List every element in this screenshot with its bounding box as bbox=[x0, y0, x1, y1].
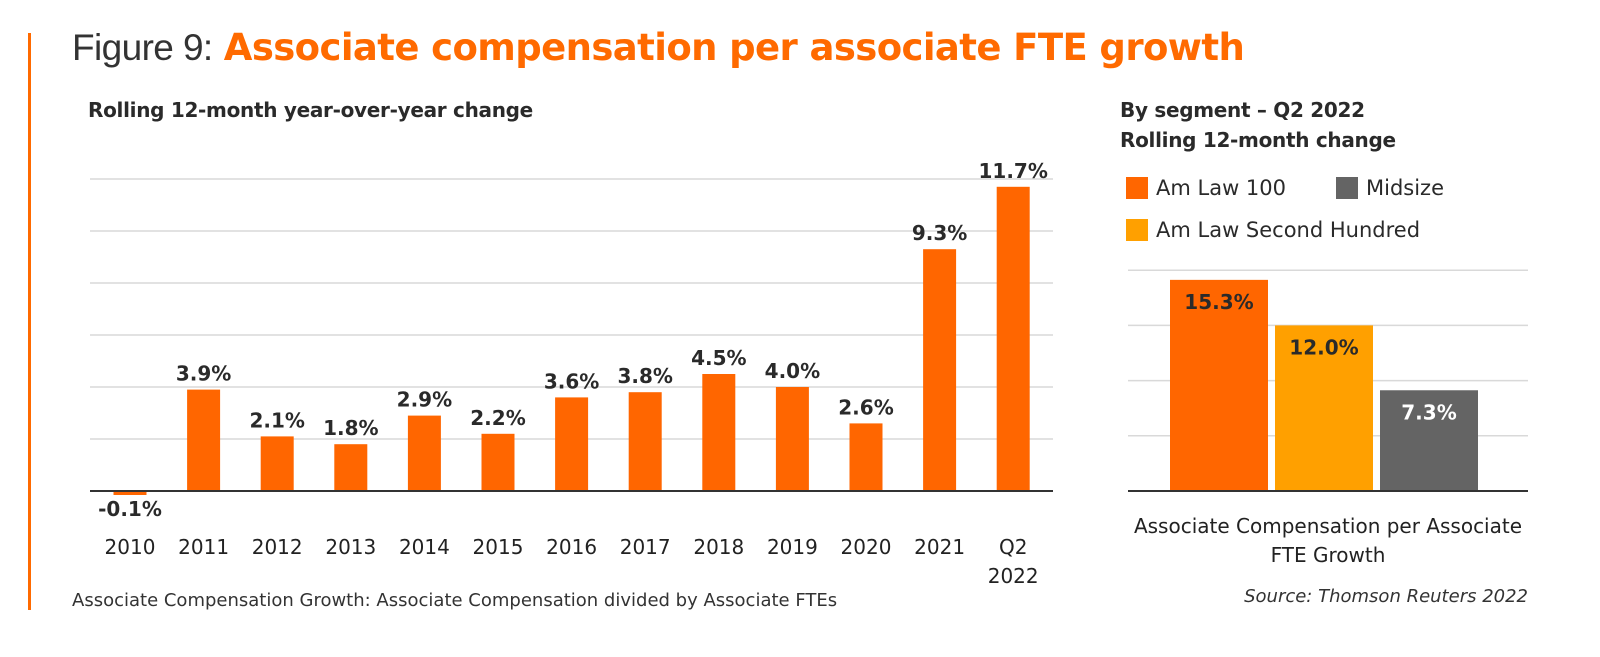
figure-title: Figure 9: Associate compensation per ass… bbox=[72, 24, 1245, 72]
right-chart-subtitle: Rolling 12-month change bbox=[1120, 128, 1396, 152]
bar-2021 bbox=[923, 249, 957, 491]
legend-item-am-law-100: Am Law 100 bbox=[1126, 176, 1286, 200]
bar-2012 bbox=[260, 436, 294, 491]
right-chart-x-label: Associate Compensation per Associate FTE… bbox=[1133, 514, 1523, 567]
x-tick-label: 2021 bbox=[914, 535, 965, 559]
x-tick-label: 2017 bbox=[620, 535, 671, 559]
data-label: 1.8% bbox=[323, 416, 378, 440]
data-label: 9.3% bbox=[912, 221, 967, 245]
left-chart-title: Rolling 12-month year-over-year change bbox=[88, 98, 533, 122]
bar-2013 bbox=[334, 444, 368, 491]
bar-2018 bbox=[702, 374, 736, 491]
x-tick-label: 2022 bbox=[988, 564, 1039, 588]
data-label: 3.8% bbox=[617, 364, 672, 388]
legend-item-midsize: Midsize bbox=[1336, 176, 1444, 200]
x-tick-label: 2011 bbox=[178, 535, 229, 559]
bar-am-law-100 bbox=[1170, 279, 1268, 491]
data-label: 4.0% bbox=[765, 359, 820, 383]
bar-am-law-second-hundred bbox=[1275, 325, 1373, 491]
footnote: Associate Compensation Growth: Associate… bbox=[72, 590, 838, 611]
legend-label: Midsize bbox=[1366, 176, 1445, 200]
bar-2010 bbox=[113, 491, 147, 495]
data-label: 2.1% bbox=[249, 408, 304, 432]
figure-number: Figure 9: bbox=[72, 27, 213, 68]
data-label: 2.2% bbox=[470, 406, 525, 430]
data-label: 3.6% bbox=[544, 369, 599, 393]
x-tick-label: 2015 bbox=[473, 535, 524, 559]
bar-2017 bbox=[628, 392, 662, 491]
data-label: 12.0% bbox=[1289, 335, 1358, 359]
data-label: 2.6% bbox=[838, 395, 893, 419]
x-tick-label: Q2 bbox=[999, 535, 1027, 559]
bar-2020 bbox=[849, 423, 883, 491]
data-label: 15.3% bbox=[1184, 290, 1253, 314]
bar-2019 bbox=[775, 387, 809, 491]
data-label: 3.9% bbox=[176, 362, 231, 386]
bar-2011 bbox=[187, 389, 221, 491]
legend-item-am-law-second-hundred: Am Law Second Hundred bbox=[1126, 218, 1420, 242]
legend-label: Am Law 100 bbox=[1156, 176, 1286, 200]
x-tick-label: 2012 bbox=[252, 535, 303, 559]
x-tick-label: 2014 bbox=[399, 535, 450, 559]
x-tick-label: 2018 bbox=[693, 535, 744, 559]
data-label: -0.1% bbox=[98, 497, 162, 521]
bar-midsize bbox=[1380, 390, 1478, 491]
right-chart-title: By segment – Q2 2022 bbox=[1120, 98, 1365, 122]
data-label: 2.9% bbox=[397, 388, 452, 412]
bar-2015 bbox=[481, 433, 515, 491]
data-label: 11.7% bbox=[979, 159, 1048, 183]
bar-2014 bbox=[407, 415, 441, 491]
accent-bar bbox=[28, 33, 31, 610]
x-tick-label: 2010 bbox=[105, 535, 156, 559]
bar-q2-2022 bbox=[996, 186, 1030, 492]
figure-title-text: Associate compensation per associate FTE… bbox=[223, 26, 1245, 69]
bar-2016 bbox=[555, 397, 589, 491]
data-label: 4.5% bbox=[691, 346, 746, 370]
source-note: Source: Thomson Reuters 2022 bbox=[1244, 586, 1528, 607]
x-tick-label: 2019 bbox=[767, 535, 818, 559]
x-tick-label: 2016 bbox=[546, 535, 597, 559]
data-label: 7.3% bbox=[1401, 400, 1456, 424]
legend-swatch-midsize bbox=[1336, 177, 1358, 199]
legend-swatch-am-law-100 bbox=[1126, 177, 1148, 199]
legend-label: Am Law Second Hundred bbox=[1156, 218, 1421, 242]
x-tick-label: 2020 bbox=[841, 535, 892, 559]
x-tick-label: 2013 bbox=[325, 535, 376, 559]
legend-swatch-am-law-second-hundred bbox=[1126, 219, 1148, 241]
